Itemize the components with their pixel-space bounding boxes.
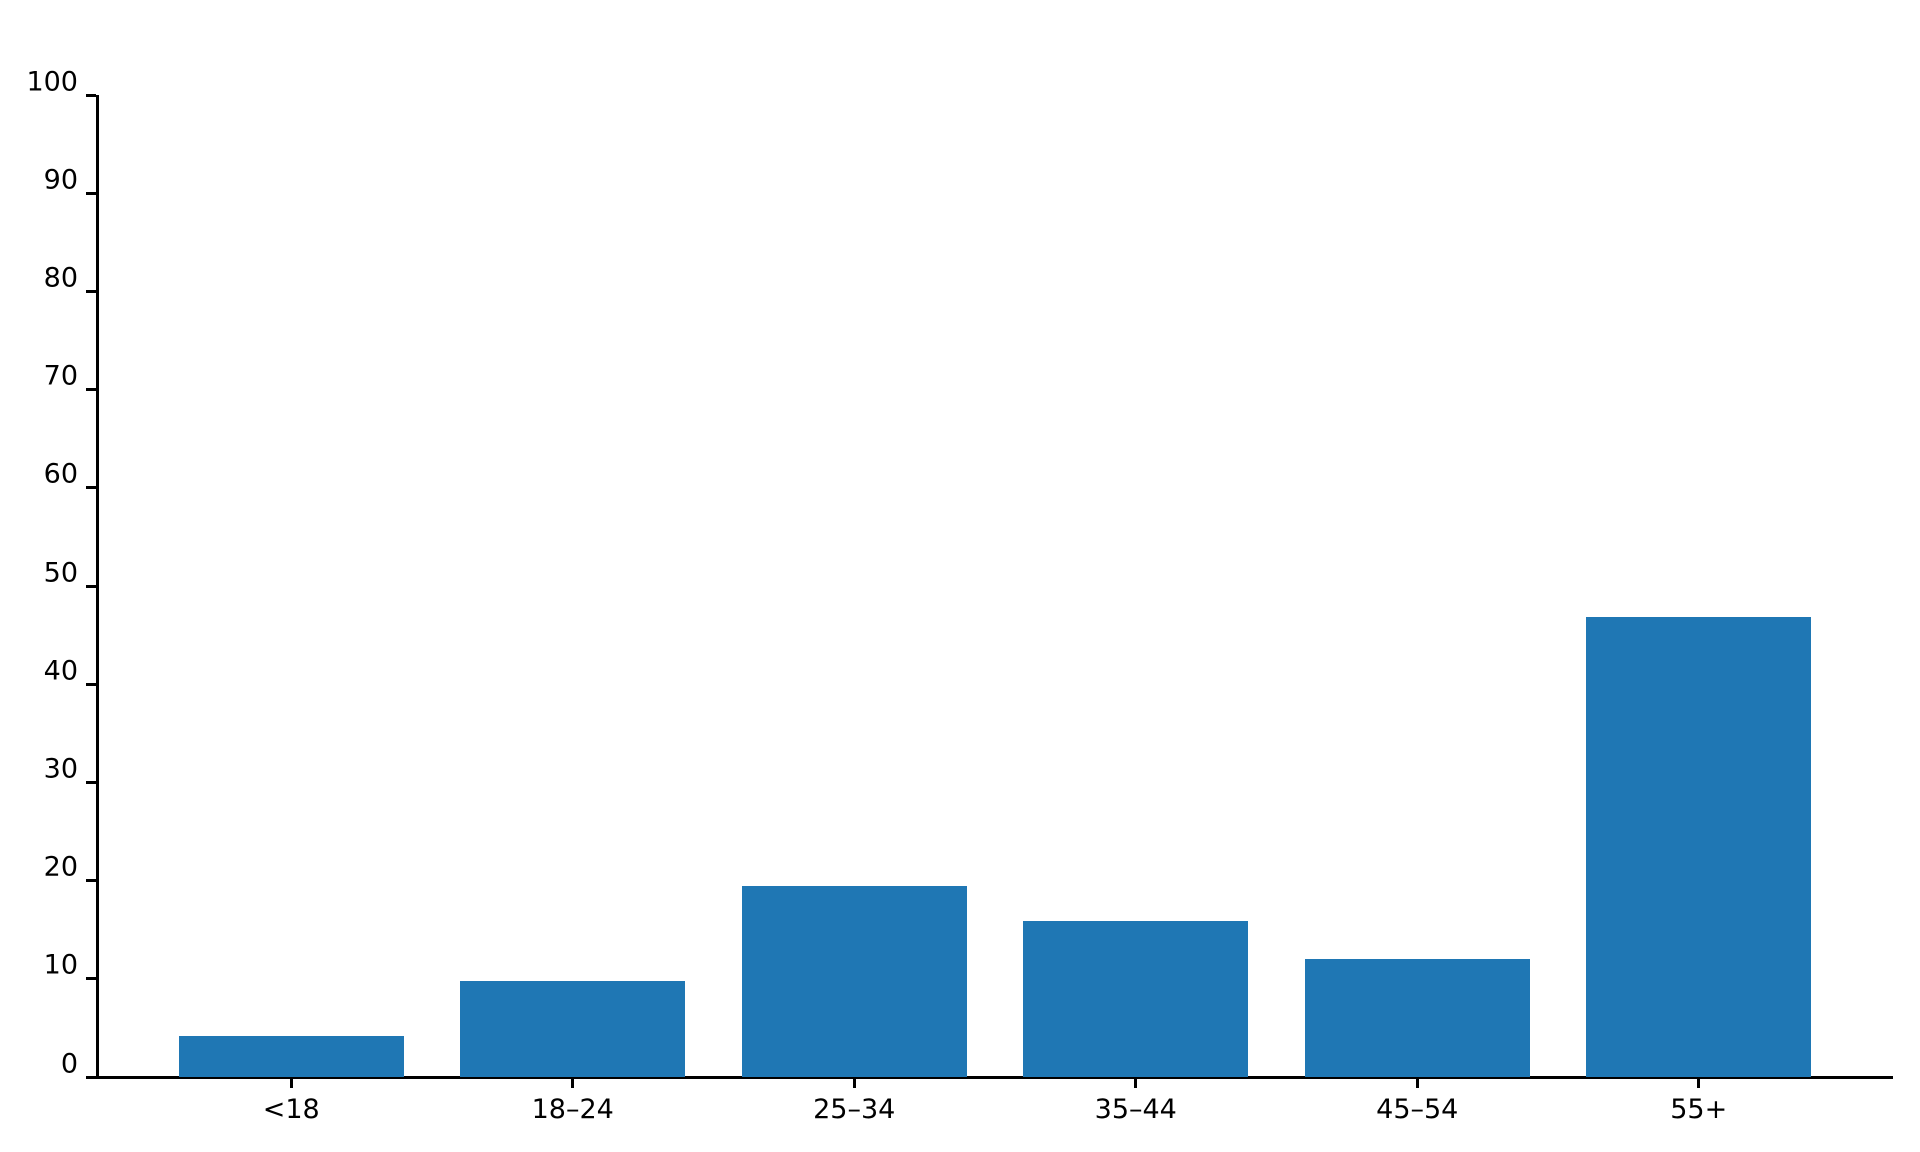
x-tick-label: 35–44 [1094, 1094, 1177, 1125]
y-tick-label: 70 [43, 360, 78, 392]
y-tick-mark [86, 1075, 96, 1079]
y-tick-mark [86, 289, 96, 293]
y-tick-label: 50 [43, 557, 78, 588]
plot-area: 0 10 20 30 40 50 60 70 80 90 100 <18 18–24 25–34 35–4… [26, 68, 1893, 1125]
y-tick-label: 20 [43, 851, 78, 883]
y-tick-mark [86, 584, 96, 588]
y-tick-label: 10 [43, 949, 78, 981]
bar [1586, 617, 1812, 1077]
y-tick-mark [86, 682, 96, 686]
y-tick-label: 30 [43, 753, 78, 785]
y-tick-label: 40 [43, 655, 78, 687]
y-tick-mark [86, 388, 96, 392]
x-tick-mark [852, 1078, 856, 1088]
x-tick-mark [1134, 1078, 1138, 1088]
bar [1304, 959, 1530, 1077]
y-tick-label: 0 [60, 1048, 78, 1079]
bar [741, 885, 967, 1077]
bar [460, 980, 686, 1077]
x-tick-mark [1697, 1078, 1701, 1088]
bar [1023, 920, 1249, 1077]
y-tick-mark [86, 780, 96, 784]
y-tick-mark [86, 486, 96, 490]
bar [178, 1035, 404, 1077]
y-tick-mark [86, 93, 96, 97]
y-tick-mark [86, 191, 96, 195]
y-tick-mark [86, 977, 96, 981]
y-tick-label: 80 [43, 262, 78, 294]
y-tick-mark [86, 879, 96, 883]
x-tick-label: 18–24 [531, 1094, 614, 1125]
x-tick-label: 55+ [1670, 1094, 1728, 1125]
y-tick-label: 60 [43, 458, 78, 490]
y-tick-label: 90 [43, 164, 78, 196]
x-tick-mark [289, 1078, 293, 1088]
x-tick-mark [1415, 1078, 1419, 1088]
x-axis-spine [96, 1076, 1893, 1079]
x-tick-label: <18 [262, 1094, 320, 1125]
x-tick-label: 45–54 [1376, 1094, 1459, 1125]
x-tick-mark [571, 1078, 575, 1088]
x-tick-label: 25–34 [813, 1094, 896, 1125]
y-axis-spine [96, 95, 99, 1079]
y-tick-label: 100 [26, 66, 78, 97]
